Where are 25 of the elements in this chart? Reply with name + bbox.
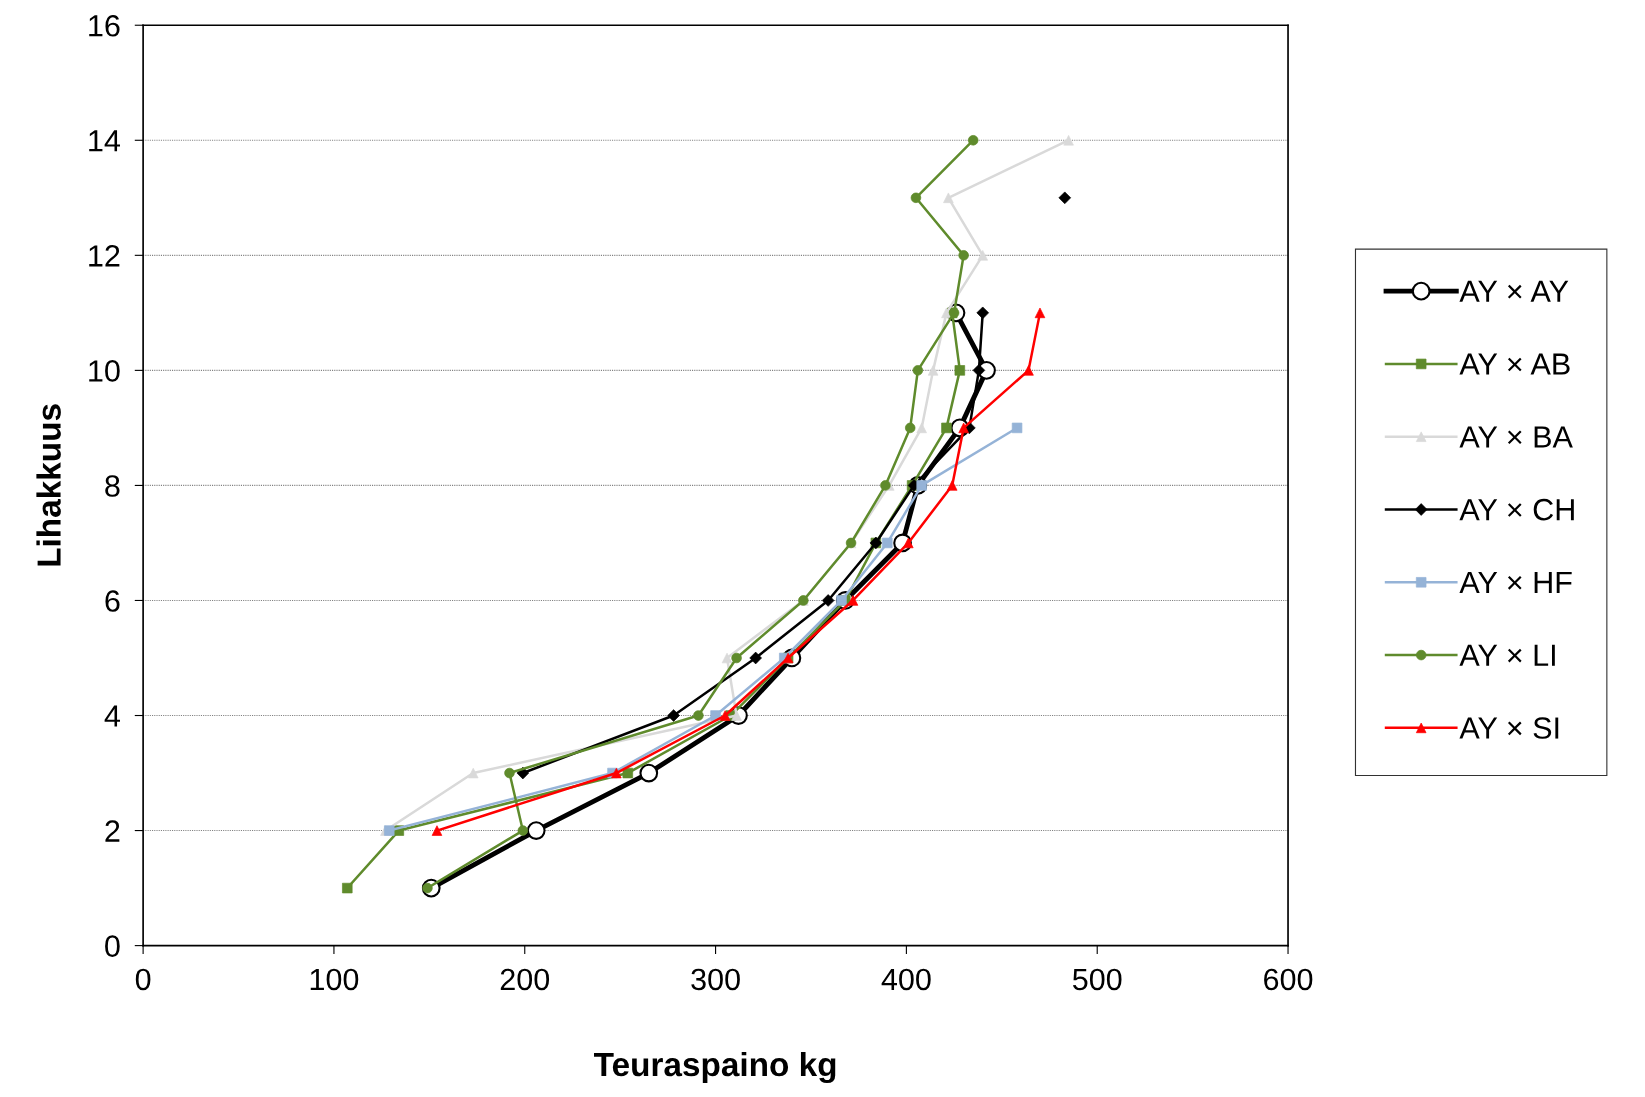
x-tick-label: 100 bbox=[310, 968, 359, 991]
y-tick-label: 16 bbox=[89, 14, 120, 37]
y-tick-label: 2 bbox=[105, 820, 120, 842]
legend-label: AY × AB bbox=[1459, 353, 1570, 375]
y-tick-label: 6 bbox=[105, 590, 120, 612]
legend-label: AY × LI bbox=[1459, 644, 1555, 666]
x-tick-label: 400 bbox=[881, 968, 931, 991]
y-tick-label: 10 bbox=[89, 360, 120, 382]
y-axis-title: Lihakkuus bbox=[36, 404, 61, 566]
x-tick-label: 500 bbox=[1072, 968, 1122, 991]
x-axis-title: Teuraspaino kg bbox=[594, 1051, 836, 1084]
y-tick-label: 14 bbox=[89, 130, 120, 152]
x-tick-label: 600 bbox=[1264, 968, 1313, 991]
y-tick-label: 4 bbox=[104, 705, 120, 727]
x-tick-label: 200 bbox=[500, 968, 550, 991]
x-tick-label: 0 bbox=[135, 968, 151, 991]
x-tick-label: 300 bbox=[691, 968, 740, 991]
y-tick-label: 0 bbox=[105, 935, 120, 957]
legend-label: AY × BA bbox=[1459, 426, 1573, 448]
legend-label: AY × SI bbox=[1459, 717, 1559, 739]
legend-label: AY × CH bbox=[1459, 498, 1574, 521]
legend-label: AY × AY bbox=[1459, 280, 1569, 302]
y-tick-label: 8 bbox=[105, 475, 120, 497]
y-tick-label: 12 bbox=[89, 245, 120, 267]
legend-label: AY × HF bbox=[1459, 571, 1572, 593]
